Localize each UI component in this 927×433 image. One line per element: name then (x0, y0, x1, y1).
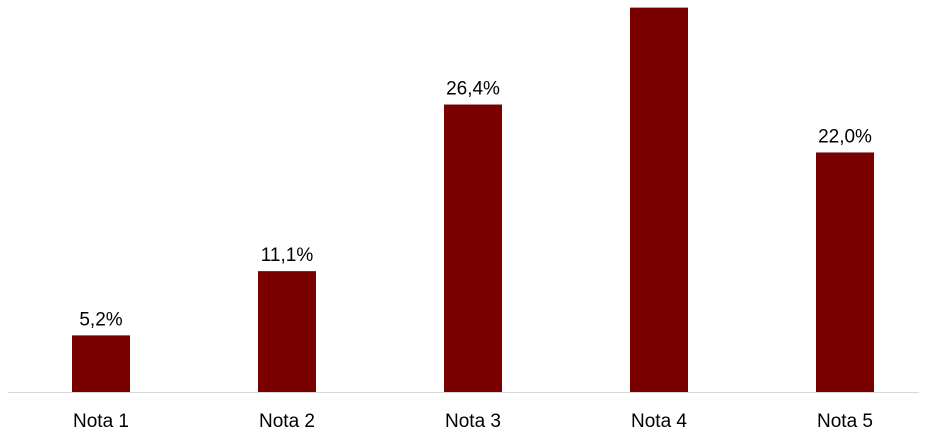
x-tick-label-5: Nota 5 (817, 411, 873, 432)
data-label-4: 35,3% (632, 0, 686, 3)
value-labels-layer: 5,2% 11,1% 26,4% 35,3% 22,0% (79, 0, 872, 330)
data-label-5: 22,0% (818, 126, 872, 147)
data-label-1: 5,2% (79, 309, 122, 330)
x-tick-label-1: Nota 1 (73, 411, 129, 432)
bar-4 (630, 7, 688, 392)
bar-5 (816, 152, 874, 392)
bar-2 (258, 271, 316, 392)
bar-3 (444, 104, 502, 393)
x-tick-label-4: Nota 4 (631, 411, 687, 432)
bars-layer (72, 7, 874, 393)
bar-1 (72, 335, 130, 392)
x-tick-label-2: Nota 2 (259, 411, 315, 432)
data-label-2: 11,1% (261, 245, 314, 266)
data-label-3: 26,4% (446, 79, 500, 100)
x-tick-label-3: Nota 3 (445, 411, 501, 432)
x-tick-labels-layer: Nota 1 Nota 2 Nota 3 Nota 4 Nota 5 (73, 411, 873, 432)
